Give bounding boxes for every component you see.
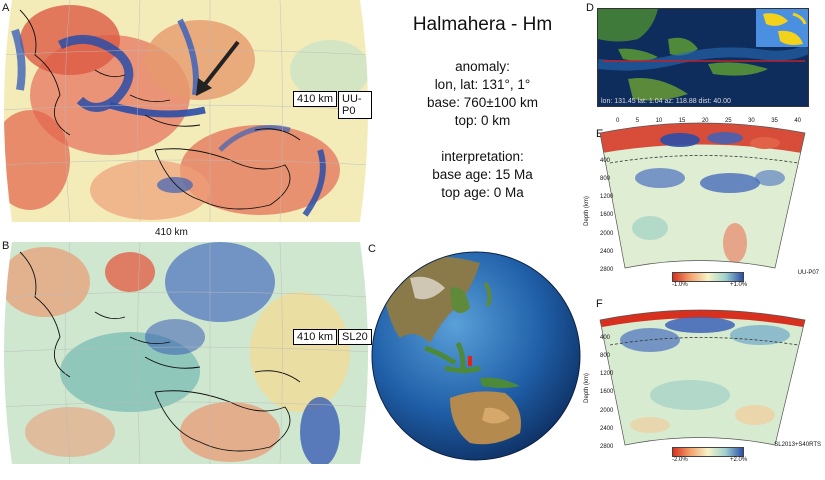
panel-e-depth-axis-label: Depth (km) [583,196,590,226]
f-depth-tick: 2800 [600,443,614,450]
interpretation-base-age: base age: 15 Ma [432,167,533,182]
e-dist-tick: 0 [616,118,620,124]
panel-c-letter: C [368,243,376,255]
anomaly-top: top: 0 km [454,113,511,128]
panel-e-model-name: UU-P07 [797,270,819,276]
panel-b-model-label: SL20 [338,329,372,345]
e-depth-tick: 2400 [600,248,614,255]
panel-e-section: 0 5 10 15 20 25 30 35 40 400 800 1200 16… [580,108,825,293]
interpretation-header: interpretation: [441,149,524,164]
panel-a-model-label: UU-P0 [338,91,372,119]
e-dist-tick: 15 [678,118,686,124]
panel-d-letter: D [586,2,594,14]
e-dist-tick: 20 [701,118,709,124]
e-dist-tick: 30 [748,118,755,124]
f-depth-tick: 800 [600,353,611,360]
panel-e-letter: E [596,128,604,140]
panel-e-depth-ticks: 400 800 1200 1600 2000 2400 2800 [600,158,613,273]
panel-f-depth-axis-label: Depth (km) [583,373,590,403]
panel-b-letter: B [2,240,10,252]
panel-f-colorbar [672,447,744,457]
panel-e-dist-ticks: 0 5 10 15 20 25 30 35 40 [616,118,801,124]
e-dist-tick: 10 [655,118,663,124]
panel-d-inset-map: lon: 131.45 lat: 1.04 az: 118.88 dist: 4… [597,8,809,107]
panel-e-cbar-min: -1.0% [672,282,688,288]
panel-c-globe [370,248,585,466]
e-depth-tick: 1600 [600,212,614,219]
panel-f-model-name: SL2013+S40RTS [774,442,821,448]
anomaly-header: anomaly: [455,59,510,74]
panel-f-cbar-max: +2.0% [730,457,748,463]
panel-a-map: 410 km UU-P0 [0,0,372,222]
panel-e-colorbar [672,272,744,282]
e-dist-tick: 5 [635,118,640,124]
e-depth-tick: 1200 [600,194,614,201]
interpretation-top-age: top age: 0 Ma [441,185,524,200]
e-depth-tick: 2000 [600,230,614,237]
f-depth-tick: 1200 [600,371,614,378]
interpretation-block: interpretation: base age: 15 Ma top age:… [390,148,575,202]
panel-a-depth-label: 410 km [293,91,338,107]
panel-a-letter: A [2,2,10,14]
e-dist-tick: 35 [771,118,778,124]
anomaly-block: anomaly: lon, lat: 131°, 1° base: 760±10… [390,58,575,130]
f-depth-tick: 2000 [600,407,614,414]
f-depth-tick: 2400 [600,425,614,432]
f-depth-tick: 1600 [600,389,614,396]
panel-b-map: 410 km SL20 [0,242,372,464]
anomaly-lonlat: lon, lat: 131°, 1° [434,77,531,92]
panel-f-depth-ticks: 400 800 1200 1600 2000 2400 2800 [600,335,613,450]
panel-a-caption: 410 km [155,227,188,238]
e-depth-tick: 800 [600,176,611,183]
e-dist-tick: 25 [724,118,732,124]
panel-f-cbar-min: -2.0% [672,457,688,463]
e-depth-tick: 2800 [600,266,614,273]
e-dist-tick: 40 [794,118,801,124]
panel-f-section: 400 800 1200 1600 2000 2400 2800 Depth (… [580,295,825,480]
panel-b-depth-label: 410 km [293,329,338,345]
anomaly-base: base: 760±100 km [427,95,538,110]
panel-d-footer: lon: 131.45 lat: 1.04 az: 118.88 dist: 4… [601,98,731,105]
panel-f-letter: F [596,298,603,310]
page-title: Halmahera - Hm [412,14,553,35]
e-depth-tick: 400 [600,158,611,164]
anomaly-marker [468,356,472,366]
f-depth-tick: 400 [600,335,611,341]
panel-e-cbar-max: +1.0% [730,282,748,288]
